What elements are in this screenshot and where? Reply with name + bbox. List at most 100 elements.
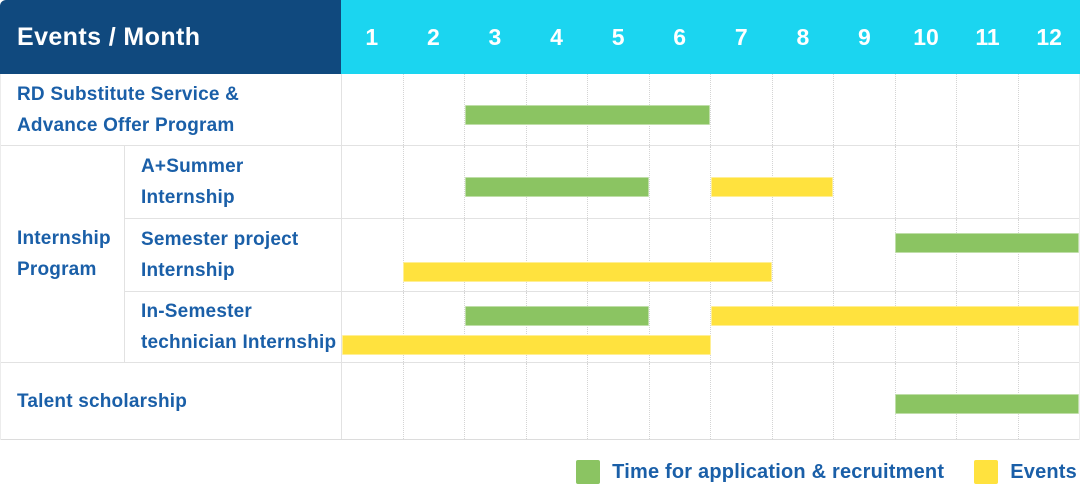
month-column — [833, 292, 895, 362]
gantt-bar-green — [464, 105, 711, 125]
month-column — [956, 146, 1018, 218]
group-label: Internship Program — [1, 146, 125, 362]
month-column — [402, 146, 465, 218]
row-label: A+Summer Internship — [125, 146, 342, 218]
gantt-bar-yellow — [710, 306, 1079, 326]
gantt-bar-yellow — [403, 262, 772, 282]
month-column — [525, 363, 588, 439]
month-column — [342, 219, 403, 291]
month-label-6: 6 — [673, 23, 687, 50]
month-column — [833, 363, 895, 439]
internship-program-group: Internship Program A+Summer Internship Sem… — [1, 146, 1079, 363]
month-label-1: 1 — [365, 23, 379, 50]
month-grid — [342, 292, 1079, 362]
month-grid — [342, 219, 1079, 291]
month-column — [648, 146, 711, 218]
month-grid — [342, 363, 1079, 439]
month-column — [402, 74, 465, 145]
month-grid — [342, 146, 1079, 218]
month-column — [1017, 292, 1080, 362]
month-column — [894, 74, 957, 145]
month-column — [648, 363, 711, 439]
row-label: Semester project Internship — [125, 219, 342, 291]
legend-swatch-yellow-icon — [974, 460, 999, 484]
month-column — [342, 74, 403, 145]
month-column — [710, 292, 772, 362]
month-grid — [342, 74, 1079, 145]
month-column — [587, 292, 649, 362]
month-column — [525, 219, 588, 291]
month-column — [771, 219, 834, 291]
month-column — [771, 363, 834, 439]
month-column — [648, 219, 711, 291]
month-column — [833, 146, 895, 218]
legend-label: Time for application & recruitment — [612, 460, 945, 483]
row-label: In-Semester technician Internship — [125, 292, 342, 362]
month-column — [771, 292, 834, 362]
gantt-bar-green — [894, 394, 1079, 414]
table-row: In-Semester technician Internship — [125, 292, 1079, 362]
gantt-bar-green — [894, 233, 1079, 253]
month-label-3: 3 — [488, 23, 502, 50]
events-month-header-cell: Events / Month — [0, 0, 341, 74]
month-label-4: 4 — [550, 23, 563, 50]
row-label: RD Substitute Service & Advance Offer Pr… — [1, 74, 342, 145]
month-column — [342, 363, 403, 439]
month-column — [464, 219, 526, 291]
month-header-strip: 1 2 3 4 5 6 7 8 9 10 11 12 — [341, 0, 1080, 74]
month-column — [771, 74, 834, 145]
month-column — [402, 363, 465, 439]
month-column — [402, 219, 465, 291]
month-column — [464, 146, 526, 218]
month-column — [648, 292, 711, 362]
month-column — [956, 219, 1018, 291]
month-column — [710, 363, 772, 439]
month-label-2: 2 — [426, 23, 440, 50]
month-label-12: 12 — [1036, 23, 1062, 50]
month-column — [894, 292, 957, 362]
gantt-bar-yellow — [342, 335, 711, 355]
table-row: Semester project Internship — [125, 219, 1079, 292]
month-label-8: 8 — [796, 23, 810, 50]
month-column — [710, 146, 772, 218]
month-column — [587, 363, 649, 439]
gantt-bar-green — [464, 177, 650, 197]
schedule-grid: RD Substitute Service & Advance Offer Pr… — [0, 74, 1080, 440]
group-sub-rows: A+Summer Internship Semester project Inte… — [125, 146, 1079, 362]
month-column — [525, 292, 588, 362]
table-row: Talent scholarship — [1, 363, 1079, 440]
month-column — [587, 219, 649, 291]
month-label-9: 9 — [858, 23, 871, 50]
row-label: Talent scholarship — [1, 363, 342, 439]
month-column — [464, 363, 526, 439]
legend-swatch-green-icon — [576, 460, 601, 484]
legend-item: Time for application & recruitment — [576, 460, 944, 484]
month-label-10: 10 — [913, 23, 939, 50]
month-column — [464, 74, 526, 145]
table-row: A+Summer Internship — [125, 146, 1079, 219]
legend-label: Events — [1010, 460, 1077, 483]
month-column — [833, 74, 895, 145]
month-label-5: 5 — [611, 23, 625, 50]
table-row: RD Substitute Service & Advance Offer Pr… — [1, 74, 1079, 146]
month-column — [956, 292, 1018, 362]
month-column — [1017, 219, 1080, 291]
gantt-bar-green — [464, 306, 650, 326]
month-column — [956, 74, 1018, 145]
header-row: Events / Month 1 2 3 4 5 6 7 8 9 10 11 12 — [0, 0, 1080, 74]
month-column — [402, 292, 465, 362]
legend: Time for application & recruitment Events — [0, 460, 1080, 484]
legend-item: Events — [974, 460, 1077, 484]
month-column — [342, 146, 403, 218]
gantt-bar-yellow — [710, 177, 834, 197]
month-column — [464, 292, 526, 362]
month-column — [894, 219, 957, 291]
month-column — [833, 219, 895, 291]
month-column — [1017, 146, 1080, 218]
month-column — [710, 219, 772, 291]
month-column — [1017, 74, 1080, 145]
month-label-7: 7 — [734, 23, 748, 50]
month-column — [710, 74, 772, 145]
month-column — [894, 146, 957, 218]
